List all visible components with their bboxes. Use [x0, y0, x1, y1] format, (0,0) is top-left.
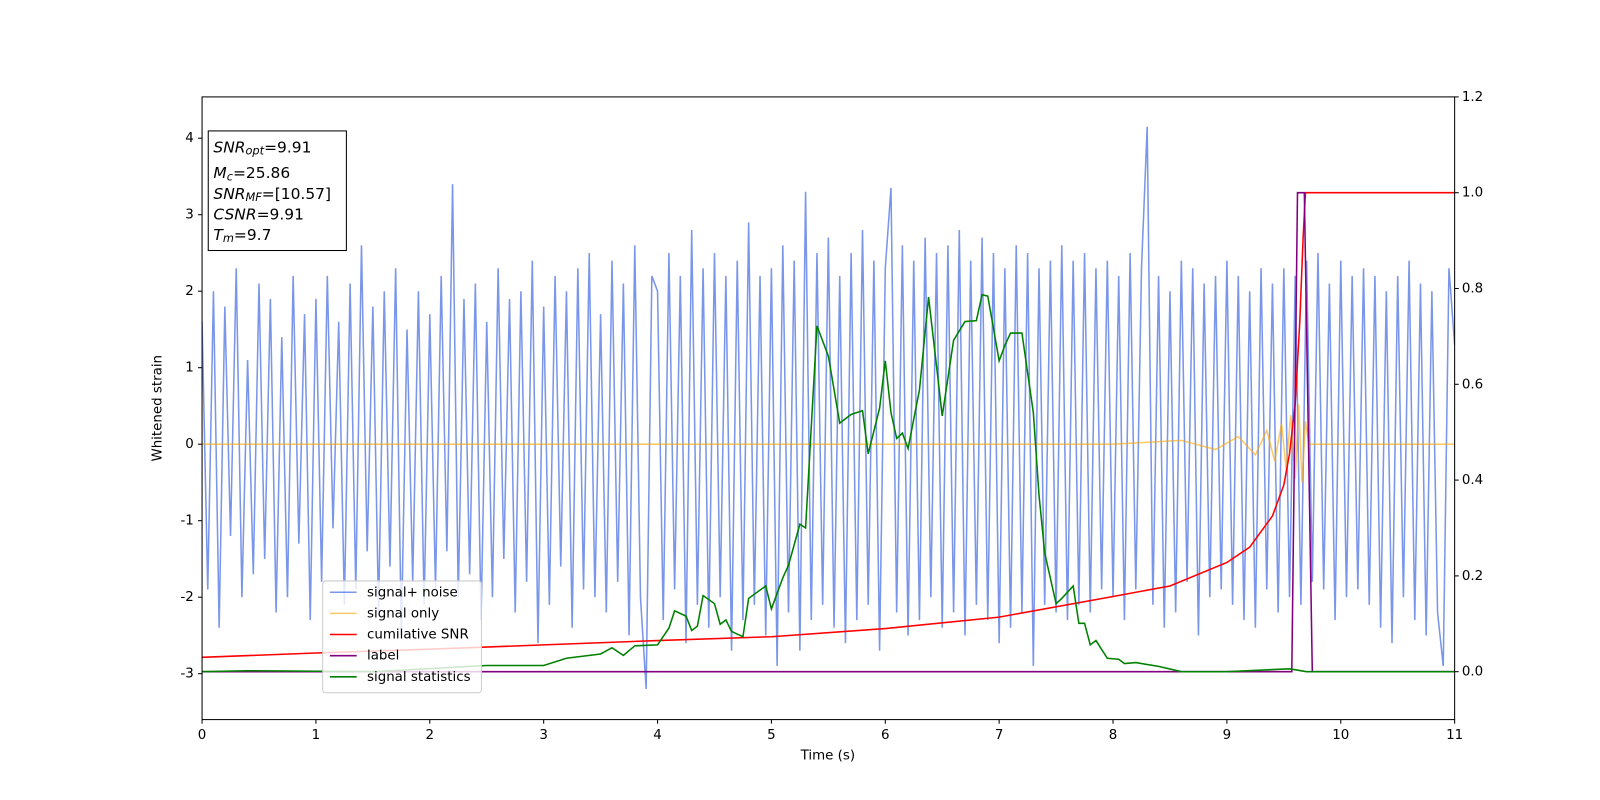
annotation-text: Mc=25.86: [213, 164, 290, 184]
annotation-value: =9.91: [257, 205, 304, 223]
series-line: [202, 126, 1455, 690]
series-line: [202, 404, 1455, 483]
y2-tick-label: 0.2: [1462, 569, 1483, 584]
x-tick-label: 4: [653, 728, 662, 743]
x-tick-label: 5: [767, 728, 776, 743]
x-tick-label: 11: [1446, 728, 1463, 743]
x-tick-label: 9: [1223, 728, 1232, 743]
legend: signal+ noise signal only cumilative SNR la…: [322, 580, 482, 694]
y-tick-label: 1: [185, 361, 194, 376]
axes-frame: [201, 96, 1456, 721]
legend-label: signal only: [367, 606, 439, 621]
annotation-text: CSNR=9.91: [213, 205, 304, 223]
annotation-value: =9.91: [264, 138, 311, 156]
x-tick-label: 0: [198, 728, 207, 743]
y-axis-label: Whitened strain: [151, 355, 166, 462]
annotation-symbol: T: [213, 226, 224, 244]
y-tick-label: -2: [180, 590, 193, 605]
x-axis-label: Time (s): [800, 749, 855, 764]
legend-frame: [322, 580, 482, 694]
annotation-symbol: CSNR: [213, 205, 256, 223]
y-tick-label: 3: [185, 208, 194, 223]
annotation-text: SNRopt=9.91: [213, 138, 311, 158]
annotation-value: =[10.57]: [262, 184, 331, 202]
y2-tick-label: 1.0: [1462, 186, 1483, 201]
legend-label: label: [367, 649, 399, 664]
annotation-subscript: opt: [246, 144, 265, 158]
annotation-frame: [207, 130, 347, 252]
annotation-box: SNRopt=9.91Mc=25.86SNRMF=[10.57]CSNR=9.9…: [207, 130, 347, 252]
y-tick-label: 0: [185, 437, 194, 452]
plot-area: [202, 126, 1455, 690]
series-line: [202, 293, 1455, 673]
y2-tick-label: 0.0: [1462, 665, 1483, 680]
y-tick-label: -1: [180, 514, 193, 529]
y-tick-label: 2: [185, 284, 194, 299]
x-tick-label: 10: [1332, 728, 1349, 743]
legend-label: signal+ noise: [367, 585, 458, 600]
annotation-symbol: SNR: [213, 184, 245, 202]
annotation-value: =25.86: [233, 164, 290, 182]
y2-tick-label: 0.8: [1462, 282, 1483, 297]
annotation-symbol: M: [213, 164, 226, 182]
annotation-text: Tm=9.7: [213, 226, 271, 246]
annotation-text: SNRMF=[10.57]: [213, 184, 331, 204]
x-tick-label: 6: [881, 728, 890, 743]
annotation-value: =9.7: [234, 226, 272, 244]
y2-tick-label: 0.4: [1462, 473, 1483, 488]
x-tick-label: 7: [995, 728, 1004, 743]
series-line: [202, 191, 1455, 659]
annotation-symbol: SNR: [213, 138, 245, 156]
x-tick-label: 3: [539, 728, 548, 743]
legend-label: cumilative SNR: [367, 628, 469, 643]
annotation-subscript: MF: [246, 190, 263, 204]
annotation-subscript: m: [223, 231, 234, 245]
legend-label: signal statistics: [367, 670, 471, 685]
x-tick-label: 2: [426, 728, 435, 743]
annotation-subscript: c: [227, 169, 234, 183]
y2-tick-label: 0.6: [1462, 377, 1483, 392]
y-tick-label: -3: [180, 667, 193, 682]
y2-tick-label: 1.2: [1462, 90, 1483, 105]
x-tick-label: 1: [312, 728, 321, 743]
x-tick-label: 8: [1109, 728, 1118, 743]
y-tick-label: 4: [185, 131, 194, 146]
